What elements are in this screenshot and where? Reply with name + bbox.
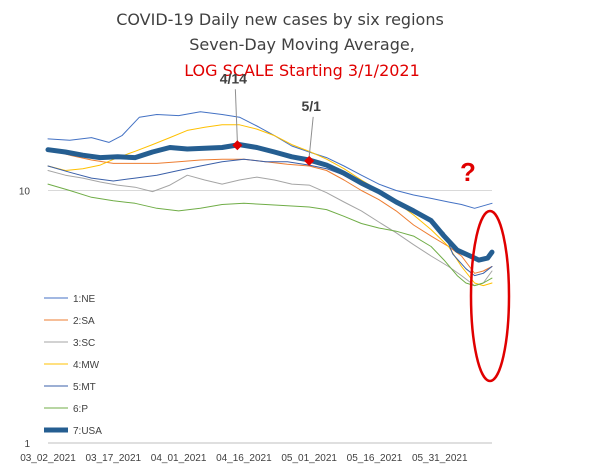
axes: 1 10 03_02_2021 03_17_2021 04_01_2021 04_16_2… [19,186,492,464]
x-tick-label: 03_02_2021 [20,453,76,464]
legend-label: 7:USA [73,426,102,437]
annotation-label: 4/14 [220,70,247,86]
series-lines [45,111,495,287]
y-tick-label: 10 [19,186,31,197]
legend-label: 4:MW [73,360,100,371]
annotation-marker [232,140,243,151]
question-mark: ? [460,157,476,187]
series-line-1ne [47,111,493,209]
chart-title-line-1: COVID-19 Daily new cases by six regions [116,10,444,29]
annotation-marker [304,155,315,166]
chart-title-line-3: LOG SCALE Starting 3/1/2021 [184,61,420,80]
series-line-7usa [45,142,495,263]
x-tick-label: 03_17_2021 [85,453,141,464]
legend-label: 1:NE [73,294,96,305]
annotation-pointer [234,89,238,142]
legend-label: 5:MT [73,382,96,393]
grid [48,189,492,444]
legend: 1:NE 2:SA 3:SC 4:MW 5:MT 6:P 7:USA [44,294,102,437]
annotation-label: 5/1 [301,98,321,114]
highlight-ellipse [469,209,511,383]
series-line-3sc [47,170,493,287]
x-tick-label: 05_31_2021 [412,453,468,464]
chart-title-line-2: Seven-Day Moving Average, [189,35,415,54]
legend-label: 6:P [73,404,88,415]
annotation-pointer [308,116,314,157]
annotations: 4/14 5/1 [220,70,321,166]
series-line-5mt [47,158,493,277]
series-line-2sa [47,149,493,274]
y-tick-label: 1 [24,439,30,450]
series-line-4mw [47,124,493,287]
series-line-6p [47,183,493,287]
legend-label: 3:SC [73,338,95,349]
x-tick-label: 05_01_2021 [281,453,337,464]
x-tick-label: 04_16_2021 [216,453,272,464]
x-tick-label: 04_01_2021 [151,453,207,464]
legend-label: 2:SA [73,316,95,327]
x-tick-label: 05_16_2021 [347,453,403,464]
